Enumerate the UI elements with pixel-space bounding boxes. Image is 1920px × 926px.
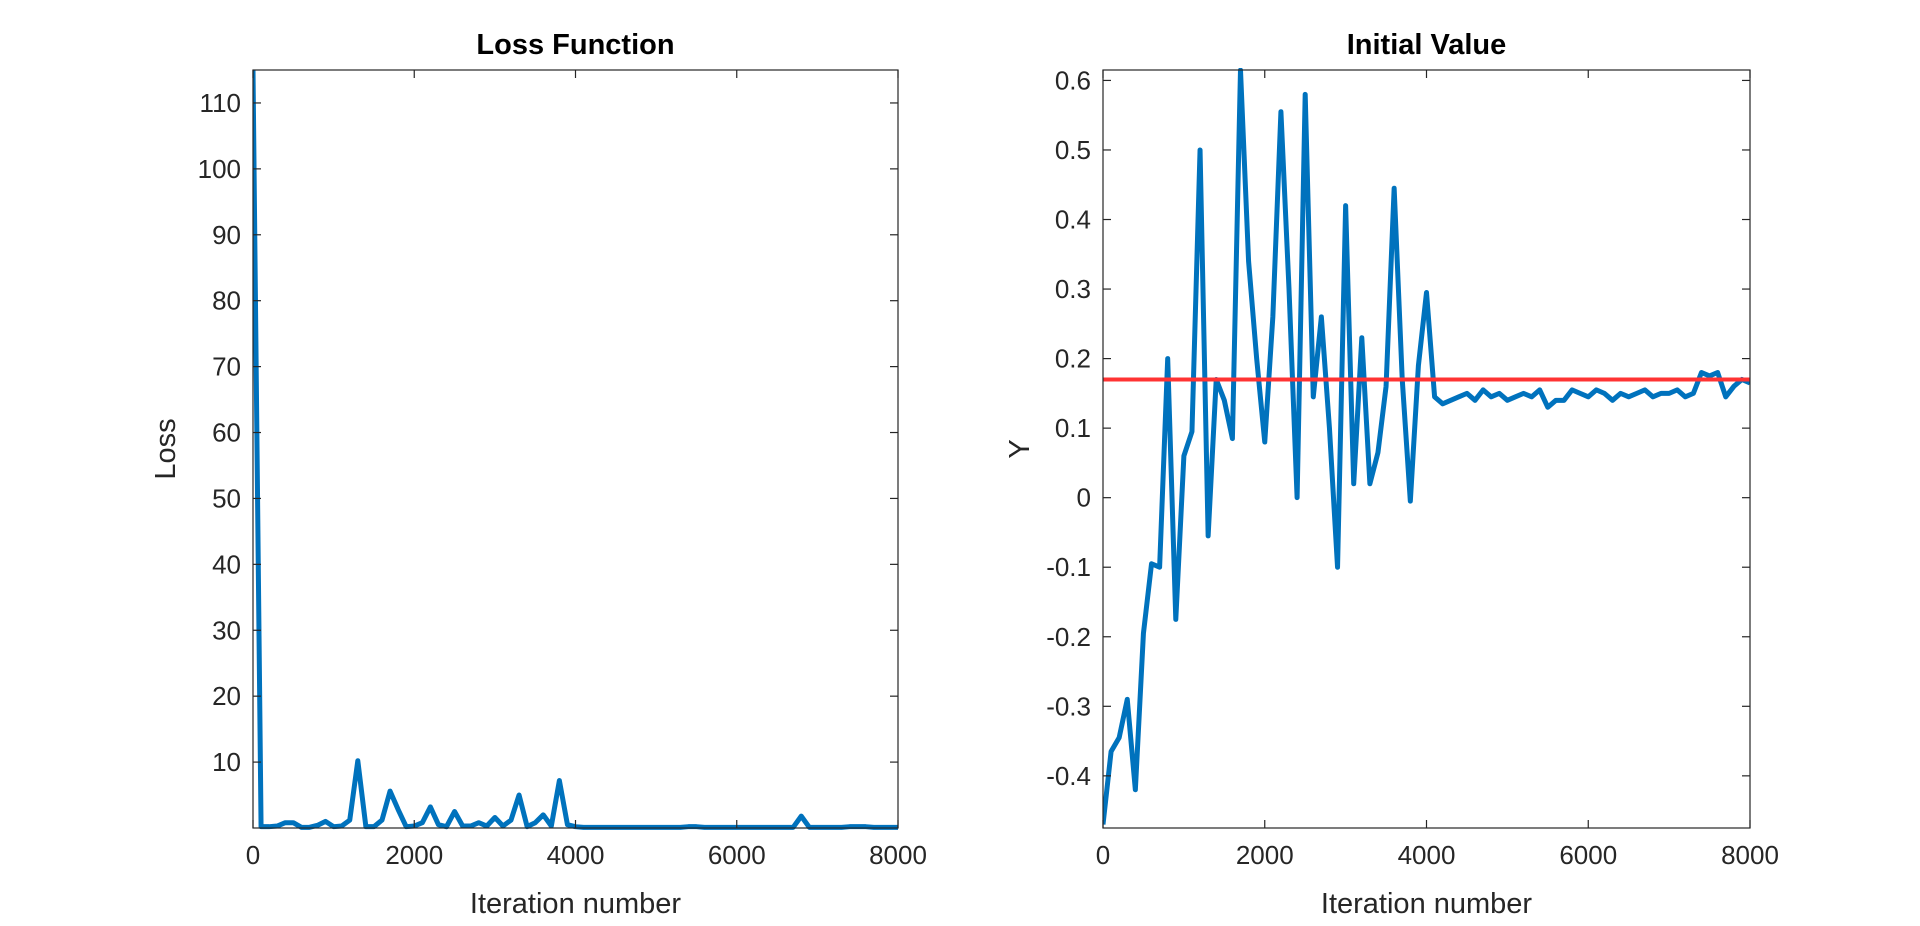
initial-value-plot: 0 2000 4000 6000 8000 -0.4 -0.3 -0.2 -0.1 0 0.1 0.2… [1004, 29, 1779, 920]
loss-plot-lines [253, 69, 898, 830]
loss-y-tick-label: 30 [212, 615, 241, 645]
initial-value-plot-x-axis-label: Iteration number [1321, 888, 1533, 920]
initial-value-plot-title: Initial Value [1347, 29, 1507, 61]
loss-function-plot: 0 2000 4000 6000 8000 10 20 30 40 50 60 70 80 90 100 11… [150, 29, 927, 920]
loss-plot-axes-box [252, 69, 899, 829]
initial-value-series-line [1103, 68, 1750, 825]
loss-x-tick-label: 0 [246, 840, 260, 870]
loss-plot-title: Loss Function [476, 29, 674, 61]
initial-value-y-tick-label: 0.4 [1055, 205, 1091, 235]
loss-y-tick-label: 110 [200, 88, 241, 118]
initial-value-x-tick-label: 0 [1096, 840, 1110, 870]
loss-plot-x-axis-label: Iteration number [470, 888, 682, 920]
initial-value-plot-y-axis-label: Y [1004, 439, 1036, 458]
initial-value-y-tick-label: 0.1 [1055, 413, 1091, 443]
loss-x-tick-label: 4000 [547, 840, 605, 870]
loss-plot-y-axis-label: Loss [150, 418, 182, 479]
loss-x-tick-label: 6000 [708, 840, 766, 870]
initial-value-y-tick-label: 0.5 [1055, 135, 1091, 165]
initial-value-plot-ticks: 0 2000 4000 6000 8000 -0.4 -0.3 -0.2 -0.1 0 0.1 0.2… [1046, 65, 1779, 870]
initial-value-y-tick-label: -0.1 [1046, 552, 1091, 582]
loss-y-tick-label: 80 [212, 286, 241, 316]
loss-y-tick-label: 60 [212, 418, 241, 448]
initial-value-y-tick-label: 0.2 [1055, 344, 1091, 374]
loss-y-tick-label: 10 [212, 747, 241, 777]
initial-value-y-tick-label: 0 [1077, 483, 1091, 513]
initial-value-y-tick-label: 0.3 [1055, 274, 1091, 304]
loss-y-tick-label: 70 [212, 352, 241, 382]
initial-value-x-tick-label: 8000 [1721, 840, 1779, 870]
loss-y-tick-label: 50 [212, 483, 241, 513]
initial-value-x-tick-label: 6000 [1559, 840, 1617, 870]
loss-plot-ticks: 0 2000 4000 6000 8000 10 20 30 40 50 60 70 80 90 100 11… [198, 70, 927, 870]
loss-x-tick-label: 8000 [869, 840, 927, 870]
initial-value-y-tick-label: -0.2 [1046, 622, 1091, 652]
loss-y-tick-label: 20 [212, 681, 241, 711]
initial-value-y-tick-label: 0.6 [1055, 65, 1091, 95]
loss-series-line [253, 69, 898, 830]
initial-value-x-tick-label: 4000 [1398, 840, 1456, 870]
loss-x-tick-label: 2000 [385, 840, 443, 870]
initial-value-y-tick-label: -0.3 [1046, 691, 1091, 721]
initial-value-x-tick-label: 2000 [1236, 840, 1294, 870]
initial-value-plot-lines [1103, 68, 1750, 825]
loss-y-tick-label: 90 [212, 220, 241, 250]
loss-y-tick-label: 40 [212, 549, 241, 579]
loss-y-tick-label: 100 [198, 154, 241, 184]
initial-value-y-tick-label: -0.4 [1046, 761, 1091, 791]
